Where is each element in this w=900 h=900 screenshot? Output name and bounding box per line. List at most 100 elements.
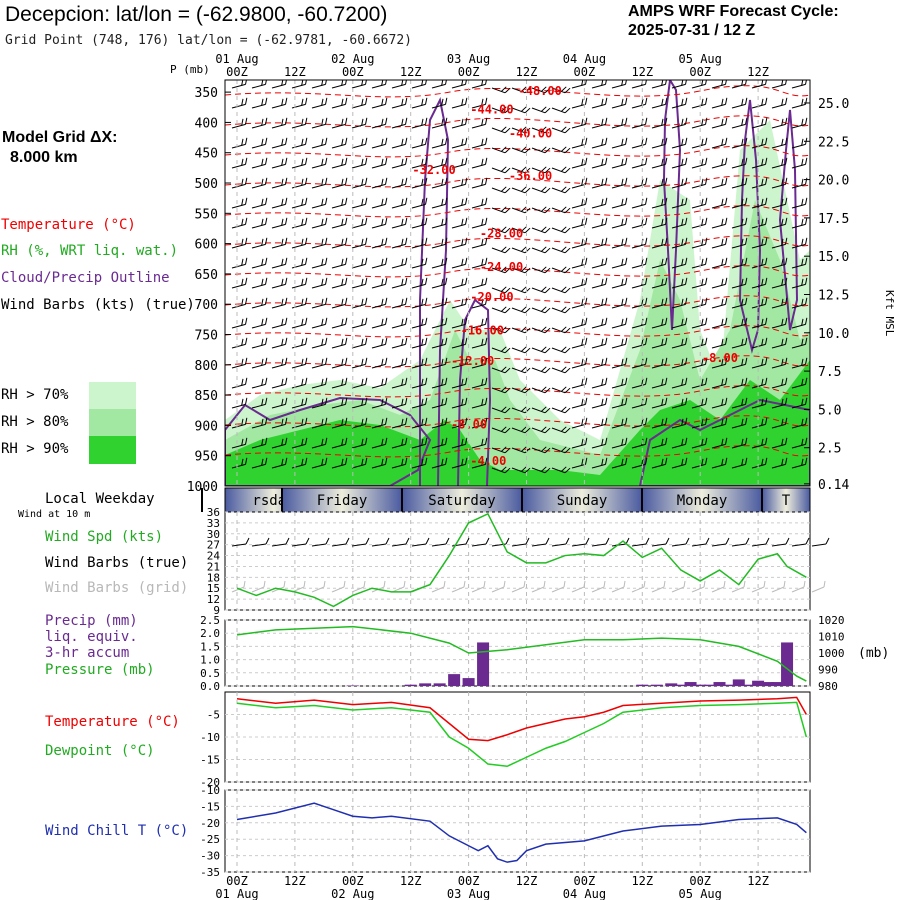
wind-barb — [291, 157, 308, 169]
wind-barb — [491, 166, 511, 174]
wind-barb — [711, 197, 728, 209]
wind-barb — [431, 97, 448, 109]
wind-barb — [511, 186, 531, 194]
wind-barb — [231, 437, 248, 449]
wind-barb — [291, 237, 308, 249]
wind-barb-true — [591, 537, 610, 547]
wind-barb — [691, 217, 708, 229]
wind-barb — [231, 377, 248, 389]
wind-barb — [651, 417, 668, 429]
wind-barb — [491, 406, 511, 414]
wind-barb — [651, 177, 668, 189]
wind-barb — [751, 417, 768, 429]
wind-barb — [651, 117, 668, 129]
legend-precip-liq: liq. equiv. — [45, 629, 138, 645]
bottom-hour-label: 00Z — [458, 874, 480, 888]
wind-barb — [371, 237, 388, 249]
precip-bar — [674, 684, 687, 686]
wind-barb — [731, 437, 748, 449]
temp-tick-label: -10 — [200, 731, 220, 744]
wind-barb — [471, 217, 488, 229]
wind-barb — [231, 417, 248, 429]
wind-barb — [451, 217, 468, 229]
wind-barb — [591, 157, 608, 169]
wind-barb — [711, 177, 728, 189]
wind-barb — [311, 217, 328, 229]
weekday-band — [762, 488, 810, 512]
wind-barb — [711, 257, 728, 269]
wind-barb — [511, 206, 531, 214]
wind-barb — [771, 397, 788, 409]
wind-barb — [771, 417, 788, 429]
wind-barb — [531, 206, 551, 214]
bottom-date-label: 03 Aug — [447, 887, 490, 900]
wind-barb — [771, 377, 788, 389]
wind-barb — [711, 437, 728, 449]
chill-tick-label: -35 — [200, 866, 220, 879]
wind-barb — [451, 437, 468, 449]
wind-barb — [351, 197, 368, 209]
wind-barb — [291, 217, 308, 229]
wind-barb — [251, 217, 268, 229]
weekday-band — [642, 488, 762, 512]
wind-barb-true — [651, 537, 670, 547]
wind-barb — [231, 317, 248, 329]
wind-barb-true — [631, 537, 650, 547]
wind-barb — [671, 197, 688, 209]
wind-barb — [371, 217, 388, 229]
pressure-tick-label: 550 — [195, 207, 218, 222]
wind-barb — [251, 177, 268, 189]
wind-barb — [351, 117, 368, 129]
wind-barb — [771, 357, 788, 369]
wind-barb — [231, 97, 248, 109]
wind-barb — [351, 97, 368, 109]
wind-barb-true — [271, 537, 290, 547]
wind-barb — [351, 277, 368, 289]
top-date-label: 04 Aug — [563, 52, 606, 66]
isotherm-line — [225, 205, 810, 218]
wind-barb — [371, 297, 388, 309]
wind-barb — [251, 237, 268, 249]
wind-barb — [511, 306, 531, 314]
wind-barb-grid — [671, 580, 686, 593]
wind-barb — [271, 257, 288, 269]
pressure-tick-label: 650 — [195, 268, 218, 283]
wind-barb-true — [731, 537, 750, 547]
wind-barb — [731, 157, 748, 169]
legend-pressure: Pressure (mb) — [45, 662, 155, 678]
wind-barb — [231, 177, 248, 189]
wind-barb — [511, 326, 531, 334]
legend-wind-chill: Wind Chill T (°C) — [45, 823, 189, 839]
isotherm-line — [225, 175, 810, 188]
isotherm-label: -12.00 — [451, 354, 494, 368]
wind-barb — [451, 157, 468, 169]
wind-barb — [271, 137, 288, 149]
top-hour-label: 00Z — [574, 65, 596, 79]
wind-barb-grid — [571, 580, 586, 593]
wind-barb — [771, 217, 788, 229]
wind-barb — [551, 166, 571, 174]
wind-barb — [791, 177, 808, 189]
wind-barb — [571, 437, 588, 449]
wind-barb — [551, 386, 571, 394]
wind-barb — [611, 457, 628, 469]
wind-barb — [731, 337, 748, 349]
wind-barb — [251, 137, 268, 149]
weekday-band — [282, 488, 402, 512]
wind-barb-grid — [231, 580, 246, 593]
wind-barb — [571, 197, 588, 209]
wind-barb — [411, 337, 428, 349]
wind-barb — [271, 80, 288, 89]
wind-barb — [551, 246, 571, 254]
wind-barb — [331, 237, 348, 249]
legend-rh90: RH > 90% — [1, 441, 69, 457]
wind-barb — [431, 357, 448, 369]
legend-wind-barbs: Wind Barbs (kts) (true) — [1, 297, 195, 313]
wind-tick-label: 21 — [207, 560, 220, 573]
wind-barb — [711, 117, 728, 129]
wind-barb — [271, 437, 288, 449]
precip-border — [224, 619, 811, 687]
wind-barb-grid — [691, 580, 706, 593]
